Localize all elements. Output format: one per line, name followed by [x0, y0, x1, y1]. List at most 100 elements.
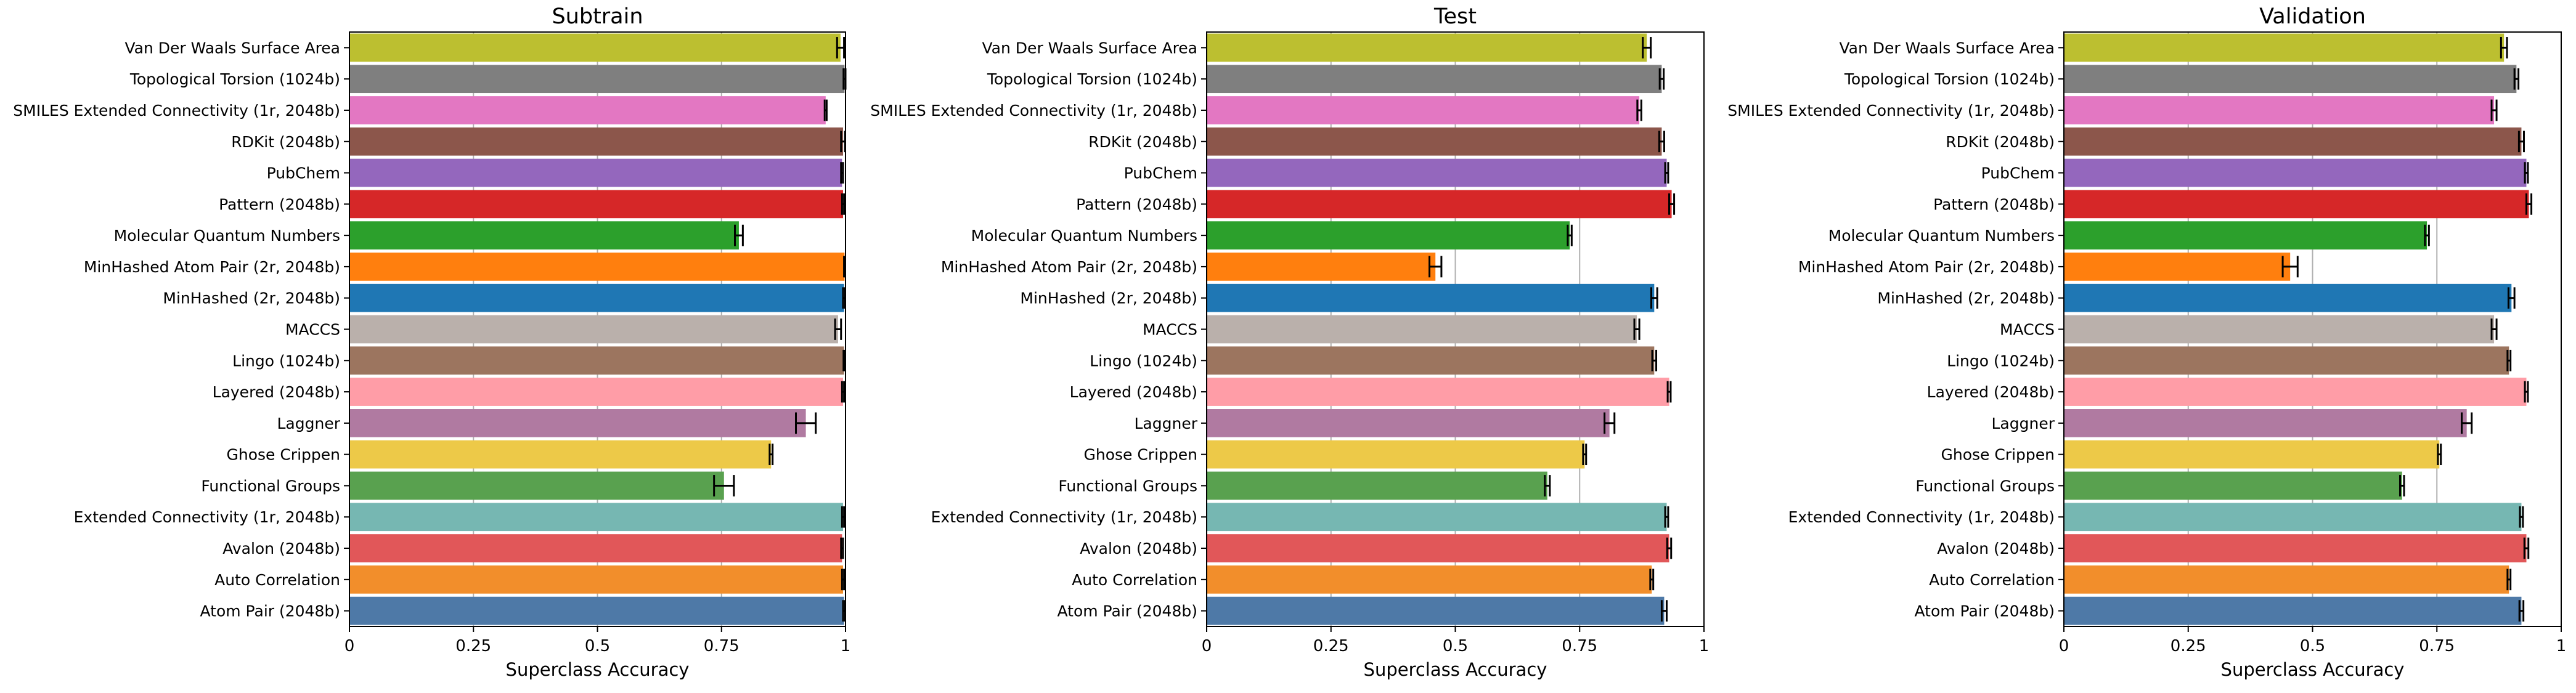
category-label: Avalon (2048b): [1937, 540, 2055, 557]
x-axis-title: Superclass Accuracy: [506, 659, 690, 680]
bar: [349, 158, 842, 187]
category-label: Pattern (2048b): [1933, 195, 2055, 213]
bar: [349, 346, 844, 375]
x-tick-label: 0.5: [1443, 637, 1468, 655]
bar: [349, 378, 843, 406]
category-label: MinHashed Atom Pair (2r, 2048b): [1798, 258, 2055, 276]
category-label: Topological Torsion (1024b): [987, 70, 1197, 88]
category-label: SMILES Extended Connectivity (1r, 2048b): [1727, 102, 2055, 120]
panel-title: Test: [1433, 4, 1477, 29]
bar: [1207, 65, 1662, 94]
panel-test: Van Der Waals Surface Area Topological To…: [870, 4, 1709, 680]
bar: [2064, 283, 2512, 312]
category-label: MACCS: [1143, 321, 1197, 339]
bar: [1207, 378, 1669, 406]
x-tick-label: 1: [2556, 637, 2567, 655]
category-label: Topological Torsion (1024b): [1844, 70, 2055, 88]
bar: [2064, 440, 2440, 469]
category-label: MinHashed (2r, 2048b): [1877, 290, 2055, 307]
bar: [2064, 127, 2522, 156]
category-label: Functional Groups: [1915, 477, 2055, 495]
category-label: Pattern (2048b): [219, 195, 340, 213]
panel-validation: Van Der Waals Surface Area Topological To…: [1727, 4, 2566, 680]
x-tick-label: 0.25: [455, 637, 491, 655]
category-label: Topological Torsion (1024b): [129, 70, 340, 88]
bar: [1207, 96, 1640, 124]
bar: [1207, 596, 1665, 625]
bar: [2064, 378, 2527, 406]
category-label: Functional Groups: [201, 477, 340, 495]
category-label: Ghose Crippen: [226, 446, 340, 464]
bar: [349, 33, 841, 62]
x-tick-label: 0.25: [2170, 637, 2206, 655]
bar: [1207, 409, 1610, 437]
bar: [349, 283, 844, 312]
x-tick-label: 0.5: [585, 637, 610, 655]
x-axis-title: Superclass Accuracy: [2221, 659, 2405, 680]
category-label: Laggner: [277, 415, 341, 432]
category-label: SMILES Extended Connectivity (1r, 2048b): [13, 102, 340, 120]
x-tick-label: 0.75: [2419, 637, 2455, 655]
category-label: Layered (2048b): [213, 383, 340, 401]
category-label: Laggner: [1135, 415, 1198, 432]
category-label: Extended Connectivity (1r, 2048b): [1788, 508, 2055, 526]
category-label: PubChem: [267, 164, 340, 182]
category-label: Extended Connectivity (1r, 2048b): [931, 508, 1197, 526]
panel-title: Subtrain: [552, 4, 643, 29]
category-label: Molecular Quantum Numbers: [114, 227, 340, 245]
category-label: Van Der Waals Surface Area: [1839, 39, 2055, 57]
x-tick-label: 0: [344, 637, 355, 655]
bar: [2064, 315, 2495, 344]
bar: [2064, 65, 2517, 94]
category-label: Atom Pair (2048b): [200, 602, 340, 620]
bar: [2064, 158, 2527, 187]
category-label: Layered (2048b): [1070, 383, 1197, 401]
category-label: PubChem: [1124, 164, 1197, 182]
bar: [1207, 565, 1652, 594]
category-label: Avalon (2048b): [1080, 540, 1197, 557]
category-label: Lingo (1024b): [232, 352, 340, 370]
bar: [349, 253, 845, 281]
bar: [349, 190, 843, 219]
category-label: Extended Connectivity (1r, 2048b): [74, 508, 340, 526]
category-label: Molecular Quantum Numbers: [1828, 227, 2055, 245]
bar: [1207, 190, 1672, 219]
bar: [1207, 315, 1637, 344]
bar: [2064, 253, 2291, 281]
category-label: Atom Pair (2048b): [1057, 602, 1197, 620]
bar: [349, 221, 739, 249]
bar: [1207, 33, 1647, 62]
bar: [349, 96, 826, 124]
bar: [349, 127, 843, 156]
bar: [2064, 471, 2402, 500]
panel-subtrain: Van Der Waals Surface Area Topological To…: [13, 4, 850, 680]
x-tick-label: 0: [1202, 637, 1212, 655]
bar: [349, 471, 724, 500]
category-label: RDKit (2048b): [1946, 133, 2055, 151]
bar: [349, 565, 843, 594]
bar: [2064, 565, 2509, 594]
bar: [2064, 534, 2527, 562]
category-label: Auto Correlation: [1929, 571, 2055, 589]
bar: [2064, 221, 2427, 249]
bar: [1207, 440, 1585, 469]
category-label: RDKit (2048b): [231, 133, 340, 151]
bar: [2064, 346, 2509, 375]
bar: [349, 503, 843, 532]
panel-title: Validation: [2259, 4, 2366, 29]
category-label: Ghose Crippen: [1941, 446, 2055, 464]
bar: [1207, 253, 1436, 281]
bar: [1207, 346, 1655, 375]
category-label: Ghose Crippen: [1083, 446, 1197, 464]
bar: [2064, 33, 2505, 62]
category-label: Van Der Waals Surface Area: [124, 39, 340, 57]
category-label: MACCS: [2000, 321, 2055, 339]
bar: [2064, 409, 2467, 437]
x-tick-label: 0: [2059, 637, 2069, 655]
bar: [1207, 283, 1655, 312]
category-label: Lingo (1024b): [1090, 352, 1197, 370]
category-label: MACCS: [285, 321, 340, 339]
bar: [349, 596, 844, 625]
category-label: MinHashed Atom Pair (2r, 2048b): [84, 258, 340, 276]
